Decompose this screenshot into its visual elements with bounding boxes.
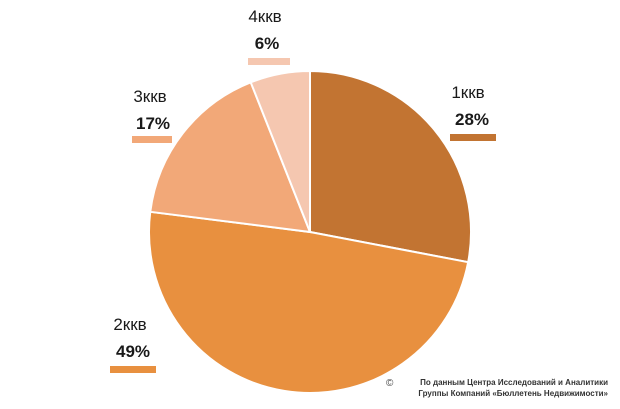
slice-percent-label: 49% xyxy=(116,342,150,361)
slice-color-swatch xyxy=(248,58,290,65)
slice-percent-label: 6% xyxy=(255,34,280,53)
slice-color-swatch xyxy=(132,136,172,143)
source-line-1: По данным Центра Исследований и Аналитик… xyxy=(420,378,608,387)
source-note: © По данным Центра Исследований и Аналит… xyxy=(386,377,608,399)
slice-percent-label: 17% xyxy=(136,114,170,133)
slice-category-label: 1ккв xyxy=(451,83,484,102)
slice-category-label: 2ккв xyxy=(113,315,146,334)
pie-slice-4ккв xyxy=(249,69,311,233)
pie-slice-3ккв xyxy=(149,81,312,234)
slice-category-label: 3ккв xyxy=(133,87,166,106)
pie-slices xyxy=(147,69,472,395)
pie-slice-1ккв xyxy=(309,69,472,264)
pie-slice-2ккв xyxy=(147,210,470,395)
slice-color-swatch xyxy=(450,134,496,141)
slice-labels: 1ккв 28% 2ккв 49% 3ккв 17% 4ккв 6% xyxy=(110,7,496,373)
slice-color-swatch xyxy=(110,366,156,373)
slice-percent-label: 28% xyxy=(455,110,489,129)
copyright-icon: © xyxy=(386,378,394,389)
slice-category-label: 4ккв xyxy=(248,7,281,26)
source-line-2: Группы Компаний «Бюллетень Недвижимости» xyxy=(418,389,608,398)
